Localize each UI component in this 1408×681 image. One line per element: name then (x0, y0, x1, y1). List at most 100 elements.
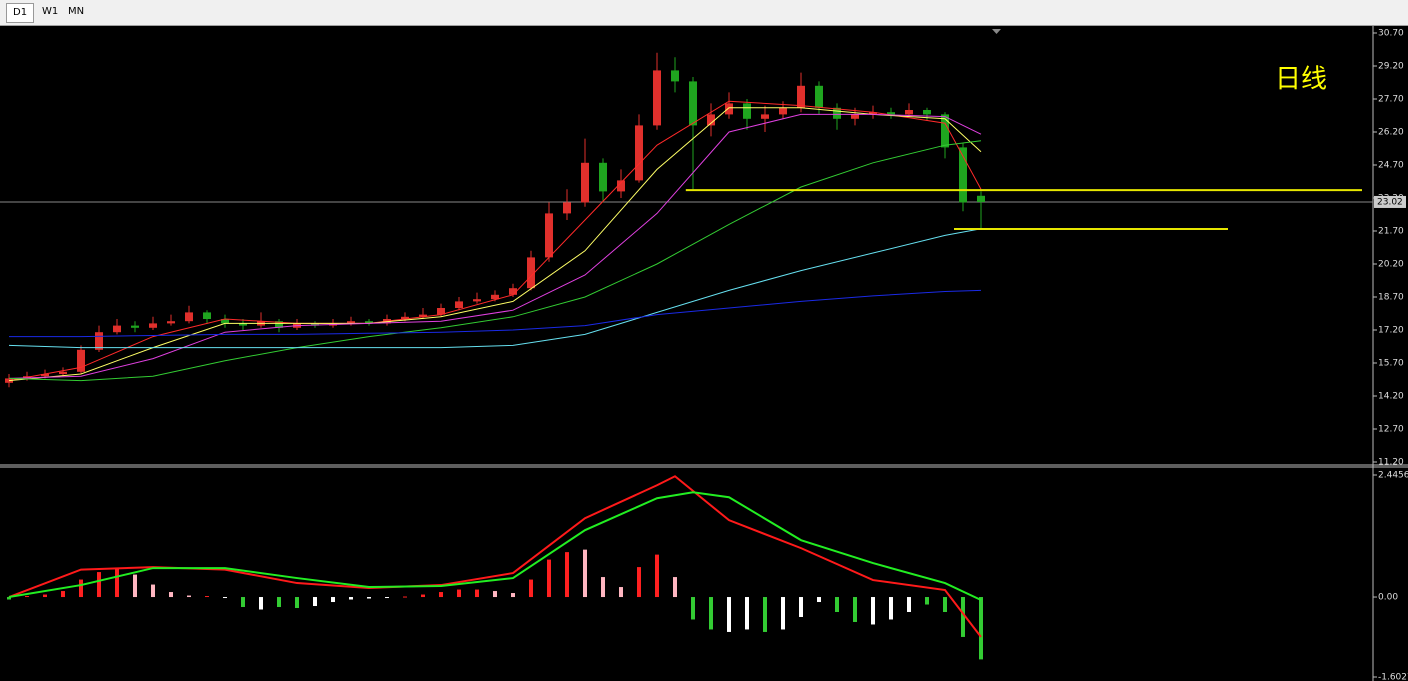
histogram-bar (763, 597, 767, 632)
histogram-bar (151, 584, 155, 598)
candle-body (743, 103, 751, 119)
candle-body (815, 85, 823, 108)
price-label: 23.02 (1377, 197, 1403, 207)
histogram-bar (43, 594, 47, 598)
candle-body (977, 195, 985, 202)
tab[interactable]: MN (68, 6, 85, 17)
y-tick-label: 12.70 (1378, 425, 1404, 435)
indicator-line (9, 289, 982, 338)
price-tag (1374, 195, 1406, 208)
candle-body (491, 294, 499, 300)
histogram-bar (565, 552, 569, 598)
candle-body (239, 323, 247, 326)
y-tick-label: 21.70 (1378, 227, 1404, 237)
candle-body (131, 325, 139, 328)
candle-body (41, 374, 49, 377)
annotation: 日线 (1275, 65, 1327, 95)
candle-body (149, 323, 157, 328)
histogram-bar (907, 597, 911, 612)
candle-body (437, 308, 445, 315)
histogram-bar (511, 593, 515, 598)
candle-body (599, 162, 607, 192)
y-tick-label: 18.70 (1378, 293, 1404, 303)
histogram-bar (781, 597, 785, 630)
y-tick-label: 29.20 (1378, 62, 1404, 72)
y-tick-label: 17.20 (1378, 326, 1404, 336)
histogram-bar (583, 549, 587, 598)
histogram-bar (493, 591, 497, 598)
histogram-bar (7, 597, 11, 600)
histogram-bar (925, 597, 929, 605)
candle-body (401, 316, 409, 319)
shift-marker (992, 29, 1001, 34)
histogram-bar (295, 597, 299, 609)
candle-body (725, 103, 733, 115)
histogram-bar (187, 595, 191, 598)
candle-body (689, 81, 697, 126)
histogram-bar (691, 597, 695, 620)
histogram-bar (673, 577, 677, 598)
histogram-bar (979, 597, 983, 660)
histogram-bar (709, 597, 713, 630)
candle-body (473, 299, 481, 302)
histogram-bar (169, 592, 173, 598)
histogram-bar (871, 597, 875, 625)
histogram-bar (475, 589, 479, 598)
candle-body (311, 323, 319, 326)
candle-body (455, 301, 463, 308)
histogram-bar (205, 596, 209, 598)
tab[interactable]: W1 (42, 6, 59, 17)
histogram-bar (403, 596, 407, 598)
candle-body (365, 321, 373, 324)
candle-body (581, 162, 589, 203)
histogram-bar (259, 597, 263, 610)
candle-body (509, 288, 517, 295)
candle-body (59, 371, 67, 374)
histogram-bar (331, 597, 335, 603)
histogram-bar (457, 589, 461, 598)
histogram-bar (97, 572, 101, 598)
histogram-bar (223, 597, 227, 599)
histogram-bar (277, 597, 281, 608)
y-tick-label: 11.20 (1378, 458, 1404, 468)
candle-body (959, 147, 967, 203)
candle-body (671, 70, 679, 82)
histogram-bar (349, 597, 353, 600)
histogram-bar (853, 597, 857, 622)
y-tick-label: 0.00 (1378, 593, 1398, 603)
histogram-bar (25, 596, 29, 598)
histogram-bar (313, 597, 317, 607)
candle-body (653, 70, 661, 126)
candle-body (95, 332, 103, 350)
chart: 30.7029.2027.7026.2024.7023.2021.7020.20… (0, 26, 1408, 681)
candle-body (221, 319, 229, 324)
candle-body (851, 114, 859, 119)
y-tick-label: 26.20 (1378, 128, 1404, 138)
indicator-line (8, 100, 982, 382)
candle-body (419, 314, 427, 317)
y-tick-label: -1.6027 (1378, 673, 1408, 681)
indicator-line (8, 475, 982, 638)
candle-body (185, 312, 193, 322)
candle-body (905, 110, 913, 115)
histogram-bar (637, 567, 641, 598)
histogram-bar (529, 579, 533, 598)
y-tick-label: 15.70 (1378, 359, 1404, 369)
histogram-bar (727, 597, 731, 632)
histogram-bar (835, 597, 839, 612)
candle-body (167, 321, 175, 324)
histogram-bar (961, 597, 965, 637)
candle-body (923, 110, 931, 115)
histogram-bar (745, 597, 749, 630)
candle-body (887, 112, 895, 115)
histogram-bar (79, 579, 83, 598)
candle-body (797, 85, 805, 108)
tab[interactable]: D1 (6, 3, 35, 23)
y-tick-label: 27.70 (1378, 95, 1404, 105)
candle-body (203, 312, 211, 319)
candle-body (527, 257, 535, 289)
candle-body (347, 321, 355, 324)
histogram-bar (115, 568, 119, 598)
histogram-bar (61, 591, 65, 598)
y-tick-label: 14.20 (1378, 392, 1404, 402)
